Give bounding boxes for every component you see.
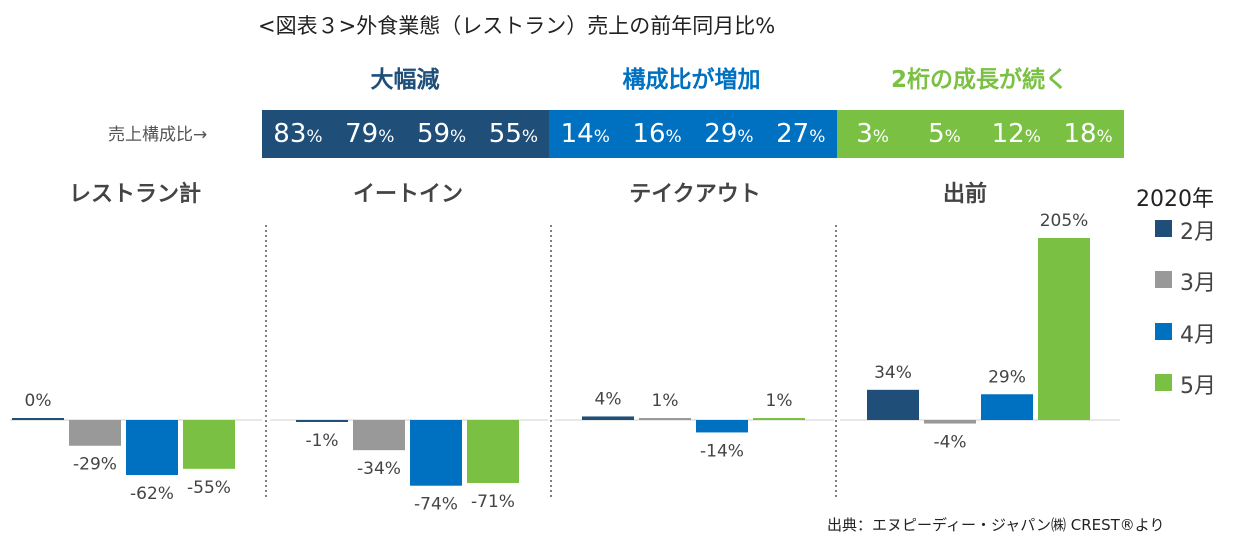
bar xyxy=(639,418,691,420)
chart-title: <図表３>外食業態（レストラン）売上の前年同月比% xyxy=(258,14,776,38)
panel-title-restaurant-total: レストラン計 xyxy=(68,182,201,207)
bar xyxy=(410,420,462,486)
legend-swatch xyxy=(1155,271,1172,288)
data-label: -4% xyxy=(933,433,966,453)
bar xyxy=(582,416,634,420)
band-header-growth: 2桁の成長が続く xyxy=(890,67,1068,93)
legend-swatch xyxy=(1155,220,1172,237)
data-label: 205% xyxy=(1040,211,1089,231)
bar xyxy=(696,420,748,433)
data-label: 29% xyxy=(988,367,1026,387)
bar xyxy=(924,420,976,424)
legend-label: 4月 xyxy=(1180,323,1216,348)
bar xyxy=(753,418,805,420)
bar xyxy=(12,418,64,420)
data-label: -62% xyxy=(130,484,174,504)
data-label: -1% xyxy=(305,431,338,451)
bar xyxy=(183,420,235,469)
share-value: 14% xyxy=(560,119,610,149)
source-note: 出典：エヌピーディー・ジャパン㈱ CREST®より xyxy=(827,516,1165,534)
share-value: 59% xyxy=(416,119,467,149)
share-group xyxy=(836,110,1124,158)
panel-title-eat-in: イートイン xyxy=(352,182,463,207)
data-label: 0% xyxy=(25,391,52,411)
data-label: -34% xyxy=(357,459,401,479)
legend-swatch xyxy=(1155,374,1172,391)
share-value: 16% xyxy=(632,119,682,149)
share-bar: 83% 79% 59% 55% 14% 16% 29% 27% 3% 5% 12% 18% xyxy=(262,110,1124,158)
legend-label: 5月 xyxy=(1180,374,1216,399)
data-label: 1% xyxy=(766,391,793,411)
legend-label: 3月 xyxy=(1180,271,1216,296)
band-header-share-increase: 構成比が増加 xyxy=(622,67,761,93)
share-value: 83% xyxy=(273,119,323,149)
share-value: 55% xyxy=(488,119,539,149)
bar xyxy=(981,394,1033,420)
data-label: 4% xyxy=(595,389,622,409)
share-group xyxy=(549,110,837,158)
legend-swatch xyxy=(1155,323,1172,340)
data-label: -74% xyxy=(414,495,458,515)
share-value: 79% xyxy=(345,119,395,149)
share-value: 29% xyxy=(704,119,754,149)
bar xyxy=(126,420,178,476)
share-group xyxy=(262,110,550,158)
bar xyxy=(296,420,348,422)
bar xyxy=(467,420,519,484)
data-label: 1% xyxy=(652,391,679,411)
legend-title: 2020年 xyxy=(1136,187,1214,212)
panel-title-takeout: テイクアウト xyxy=(629,182,761,207)
data-label: -14% xyxy=(700,441,744,461)
data-label: 34% xyxy=(874,363,912,383)
band-header-decline: 大幅減 xyxy=(370,67,440,93)
bar xyxy=(69,420,121,446)
share-value: 18% xyxy=(1063,119,1113,149)
share-value: 3% xyxy=(856,119,889,149)
share-value: 5% xyxy=(928,119,961,149)
legend-label: 2月 xyxy=(1180,220,1216,245)
data-label: -71% xyxy=(471,492,515,512)
share-row-label: 売上構成比→ xyxy=(108,125,208,145)
bar xyxy=(353,420,405,451)
data-label: -29% xyxy=(73,455,117,475)
bar xyxy=(1038,238,1090,420)
share-value: 27% xyxy=(776,119,826,149)
panel-title-delivery: 出前 xyxy=(942,182,987,207)
share-value: 12% xyxy=(991,119,1041,149)
bar xyxy=(867,389,919,420)
data-label: -55% xyxy=(187,478,231,498)
